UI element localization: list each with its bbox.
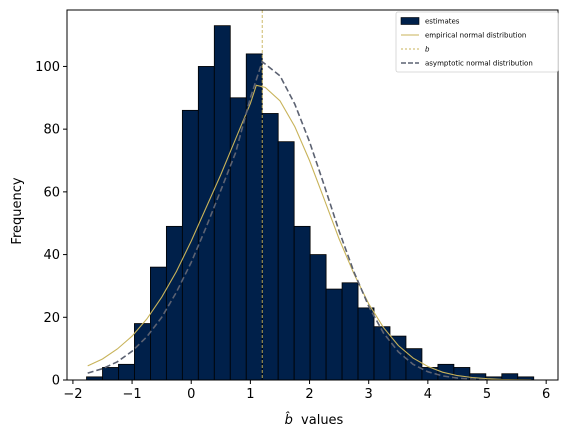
x-axis-label: b̂ values — [285, 413, 344, 428]
legend-label: empirical normal distribution — [425, 32, 526, 40]
x-tick-label: 0 — [187, 387, 195, 402]
x-tick-label: −1 — [122, 387, 141, 402]
y-tick-label: 100 — [35, 60, 60, 75]
legend-label: asymptotic normal distribution — [425, 60, 533, 68]
x-axis-label-text: values — [301, 413, 344, 428]
y-tick-label: 40 — [43, 248, 60, 263]
x-tick-label: 1 — [246, 387, 254, 402]
histogram-bar — [118, 363, 135, 381]
histogram-bar — [309, 254, 327, 381]
svg-text:b̂ values: b̂ values — [285, 413, 344, 428]
y-tick-label: 60 — [43, 185, 60, 200]
x-tick-label: −2 — [63, 387, 82, 402]
plot-frame — [66, 9, 559, 381]
x-ticks: −2 −1 0 1 2 3 4 5 6 — [63, 380, 550, 402]
histogram-bar — [150, 266, 167, 381]
histogram-bar — [261, 113, 279, 381]
x-tick-label: 3 — [365, 387, 373, 402]
histogram-bar — [341, 282, 359, 381]
x-tick-label: 6 — [542, 387, 550, 402]
empirical-normal-curve — [87, 84, 532, 381]
x-tick-label: 2 — [305, 387, 313, 402]
histogram-bar — [357, 307, 375, 381]
x-axis-label-symbol: b̂ — [285, 413, 293, 428]
histogram-bar — [437, 363, 455, 381]
y-tick-label: 80 — [43, 123, 60, 138]
legend: estimates empirical normal distribution ba… — [395, 11, 559, 73]
histogram-bar — [325, 288, 343, 381]
x-tick-label: 4 — [424, 387, 432, 402]
histogram-bar — [389, 335, 407, 381]
y-axis-label: Frequency — [10, 177, 25, 244]
histogram-bar — [293, 225, 311, 381]
histogram-bar — [134, 323, 151, 381]
legend-label: estimates — [425, 18, 460, 26]
x-tick-label: 5 — [483, 387, 491, 402]
histogram-bar — [197, 66, 215, 381]
histogram-bar — [277, 141, 295, 381]
distribution-lines — [87, 10, 532, 381]
legend-frame — [395, 11, 559, 73]
legend-swatch-estimates — [400, 17, 420, 25]
histogram-bar — [373, 326, 391, 381]
y-tick-label: 20 — [43, 311, 60, 326]
axes — [66, 9, 559, 381]
legend-label: b — [425, 46, 430, 54]
y-tick-label: 0 — [52, 374, 60, 389]
histogram-bar — [213, 25, 231, 381]
histogram-bar — [181, 109, 199, 381]
y-ticks: 0 20 40 60 80 100 — [35, 60, 67, 389]
asymptotic-normal-curve — [87, 60, 488, 381]
histogram-bars — [86, 25, 535, 381]
histogram-bar — [165, 225, 183, 381]
histogram-bar — [102, 367, 119, 381]
